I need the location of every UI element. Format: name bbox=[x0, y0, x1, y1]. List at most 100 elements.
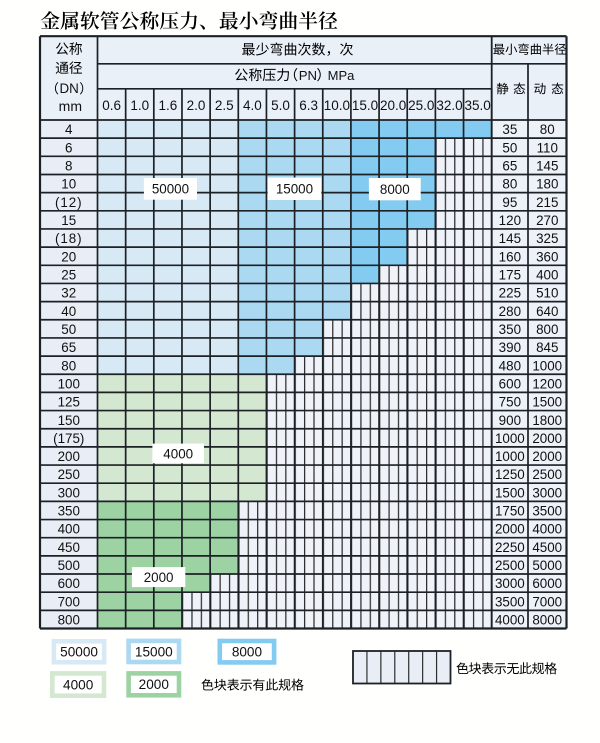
svg-text:600: 600 bbox=[499, 376, 521, 391]
svg-text:PN: PN bbox=[299, 68, 317, 83]
svg-text:DN: DN bbox=[59, 81, 78, 96]
svg-text:2000: 2000 bbox=[139, 677, 170, 692]
svg-text:7000: 7000 bbox=[532, 594, 562, 609]
svg-text:8: 8 bbox=[65, 159, 72, 174]
svg-text:mm: mm bbox=[59, 98, 82, 114]
svg-text:750: 750 bbox=[499, 395, 521, 410]
svg-text:50000: 50000 bbox=[152, 182, 189, 197]
svg-text:280: 280 bbox=[499, 304, 521, 319]
svg-text:6: 6 bbox=[65, 140, 72, 155]
svg-text:8000: 8000 bbox=[232, 645, 263, 660]
svg-text:2000: 2000 bbox=[144, 570, 174, 585]
svg-text:300: 300 bbox=[58, 485, 80, 500]
svg-text:120: 120 bbox=[499, 213, 521, 228]
svg-text:2500: 2500 bbox=[495, 558, 525, 573]
svg-text:6.3: 6.3 bbox=[299, 98, 318, 113]
svg-text:3500: 3500 bbox=[495, 594, 525, 609]
svg-text:15: 15 bbox=[61, 213, 76, 228]
svg-text:1.6: 1.6 bbox=[158, 98, 177, 113]
svg-text:350: 350 bbox=[58, 504, 80, 519]
svg-text:3000: 3000 bbox=[495, 576, 525, 591]
svg-text:2250: 2250 bbox=[495, 540, 525, 555]
svg-text:480: 480 bbox=[499, 358, 521, 373]
svg-text:200: 200 bbox=[58, 449, 80, 464]
svg-text:390: 390 bbox=[499, 340, 521, 355]
svg-text:15.0: 15.0 bbox=[352, 98, 378, 113]
svg-text:(175): (175) bbox=[53, 431, 84, 446]
svg-text:95: 95 bbox=[502, 195, 517, 210]
svg-text:80: 80 bbox=[61, 358, 76, 373]
svg-text:10: 10 bbox=[61, 177, 76, 192]
svg-text:1000: 1000 bbox=[495, 449, 525, 464]
svg-text:4000: 4000 bbox=[532, 522, 562, 537]
svg-text:4000: 4000 bbox=[163, 446, 193, 461]
svg-text:50000: 50000 bbox=[60, 645, 98, 660]
svg-text:450: 450 bbox=[58, 540, 80, 555]
svg-text:1000: 1000 bbox=[495, 431, 525, 446]
svg-text:400: 400 bbox=[536, 267, 558, 282]
svg-text:175: 175 bbox=[499, 267, 521, 282]
svg-text:360: 360 bbox=[536, 249, 558, 264]
svg-text:4000: 4000 bbox=[495, 613, 525, 628]
svg-text:400: 400 bbox=[58, 522, 80, 537]
svg-text:6000: 6000 bbox=[532, 576, 562, 591]
svg-text:1500: 1500 bbox=[495, 485, 525, 500]
svg-text:1250: 1250 bbox=[495, 467, 525, 482]
svg-text:65: 65 bbox=[61, 340, 76, 355]
svg-text:270: 270 bbox=[536, 213, 558, 228]
svg-text:8000: 8000 bbox=[380, 182, 410, 197]
svg-text:15000: 15000 bbox=[135, 644, 173, 659]
svg-text:2.0: 2.0 bbox=[187, 98, 206, 113]
svg-text:(12): (12) bbox=[55, 195, 82, 210]
svg-text:150: 150 bbox=[58, 413, 80, 428]
svg-text:640: 640 bbox=[536, 304, 558, 319]
svg-text:20: 20 bbox=[61, 249, 76, 264]
svg-text:1800: 1800 bbox=[532, 413, 562, 428]
svg-text:40: 40 bbox=[61, 304, 76, 319]
svg-text:250: 250 bbox=[58, 467, 80, 482]
svg-text:32: 32 bbox=[61, 286, 76, 301]
svg-text:32.0: 32.0 bbox=[436, 98, 462, 113]
svg-text:2000: 2000 bbox=[532, 449, 562, 464]
svg-text:1.0: 1.0 bbox=[130, 98, 149, 113]
svg-text:8000: 8000 bbox=[532, 613, 562, 628]
svg-text:10.0: 10.0 bbox=[324, 98, 350, 113]
svg-text:325: 325 bbox=[536, 231, 558, 246]
svg-text:2.5: 2.5 bbox=[215, 98, 234, 113]
svg-text:50: 50 bbox=[502, 140, 517, 155]
svg-text:MPa: MPa bbox=[328, 68, 356, 83]
svg-text:800: 800 bbox=[536, 322, 558, 337]
svg-text:1200: 1200 bbox=[532, 376, 562, 391]
svg-text:900: 900 bbox=[499, 413, 521, 428]
svg-text:145: 145 bbox=[536, 159, 558, 174]
svg-text:1500: 1500 bbox=[532, 395, 562, 410]
svg-text:125: 125 bbox=[58, 395, 80, 410]
svg-text:0.6: 0.6 bbox=[102, 98, 121, 113]
svg-text:(18): (18) bbox=[55, 231, 82, 246]
svg-text:25.0: 25.0 bbox=[408, 98, 434, 113]
svg-text:20.0: 20.0 bbox=[380, 98, 406, 113]
svg-text:2000: 2000 bbox=[495, 522, 525, 537]
svg-text:700: 700 bbox=[58, 594, 80, 609]
svg-text:500: 500 bbox=[58, 558, 80, 573]
svg-text:225: 225 bbox=[499, 286, 521, 301]
svg-text:1000: 1000 bbox=[532, 358, 562, 373]
svg-text:35.0: 35.0 bbox=[464, 98, 490, 113]
svg-text:350: 350 bbox=[499, 322, 521, 337]
svg-text:50: 50 bbox=[61, 322, 76, 337]
svg-text:3000: 3000 bbox=[532, 485, 562, 500]
svg-text:510: 510 bbox=[536, 286, 558, 301]
svg-text:180: 180 bbox=[536, 177, 558, 192]
svg-text:845: 845 bbox=[536, 340, 558, 355]
svg-text:2000: 2000 bbox=[532, 431, 562, 446]
svg-text:215: 215 bbox=[536, 195, 558, 210]
svg-text:5000: 5000 bbox=[532, 558, 562, 573]
svg-text:5.0: 5.0 bbox=[271, 98, 290, 113]
svg-text:4000: 4000 bbox=[63, 677, 94, 692]
svg-text:600: 600 bbox=[58, 576, 80, 591]
svg-text:3500: 3500 bbox=[532, 504, 562, 519]
svg-text:4500: 4500 bbox=[532, 540, 562, 555]
svg-text:80: 80 bbox=[540, 122, 555, 137]
svg-text:100: 100 bbox=[58, 376, 80, 391]
svg-text:2500: 2500 bbox=[532, 467, 562, 482]
